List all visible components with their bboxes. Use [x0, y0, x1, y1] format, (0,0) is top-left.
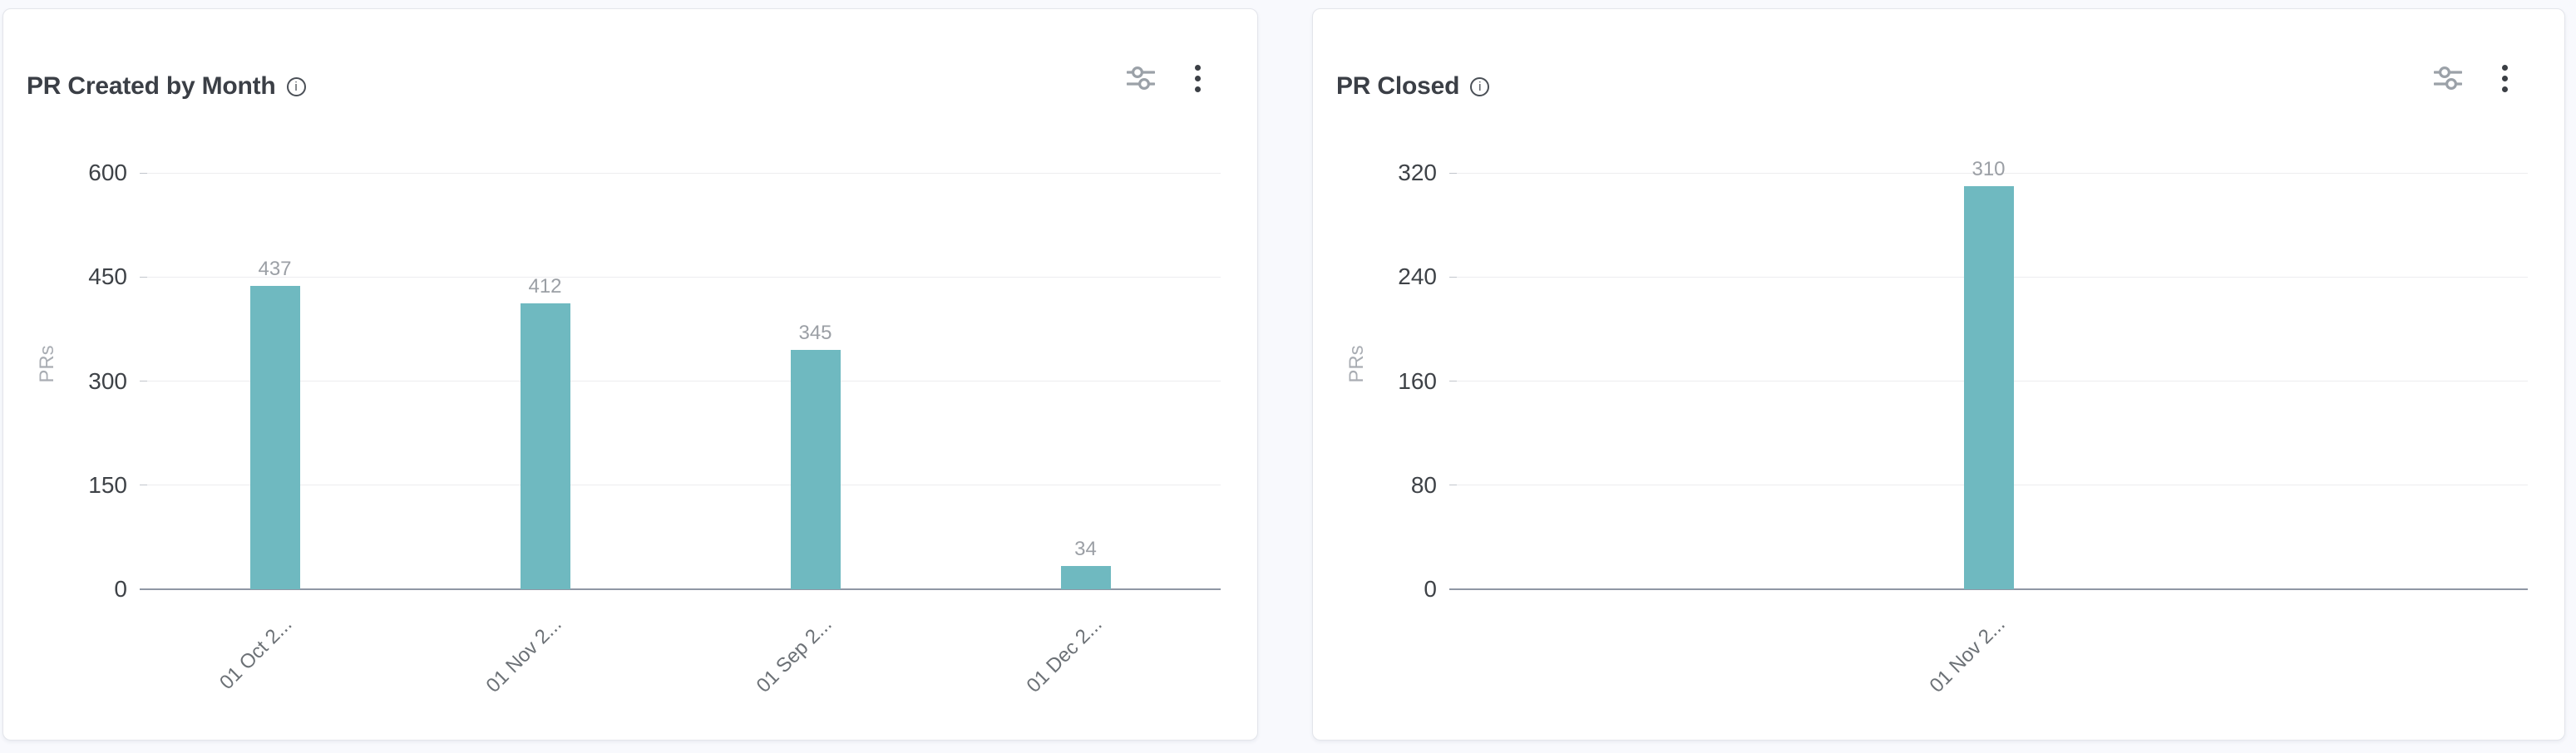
y-grid-line — [1449, 172, 2528, 174]
y-grid-line — [140, 276, 1221, 278]
x-tick-label: 01 Nov 2... — [1926, 613, 2011, 697]
bar-value-label: 310 — [1971, 157, 2006, 180]
info-icon[interactable]: i — [1470, 76, 1490, 96]
chart-title: PR Closed — [1336, 72, 1460, 100]
kebab-dot — [1195, 75, 1201, 81]
more-options-kebab-icon[interactable] — [2497, 63, 2513, 94]
chart-title: PR Created by Month — [27, 72, 276, 100]
bar-value-label: 412 — [528, 274, 562, 298]
bar[interactable] — [520, 303, 570, 589]
y-axis-tick — [1449, 172, 1457, 174]
y-tick-label: 300 — [88, 367, 127, 394]
bar[interactable] — [790, 349, 841, 589]
x-tick-label: 01 Oct 2... — [215, 613, 297, 694]
y-axis-tick — [140, 276, 147, 278]
y-tick-label: 80 — [1410, 471, 1437, 498]
y-axis-tick — [140, 172, 147, 174]
kebab-dot — [2502, 75, 2508, 81]
bar[interactable] — [1060, 565, 1111, 589]
y-axis-tick — [1449, 276, 1457, 278]
sliders-icon-svg — [1127, 66, 1155, 91]
x-axis-line — [1449, 588, 2528, 590]
x-tick-label: 01 Dec 2... — [1023, 613, 1108, 697]
more-options-kebab-icon[interactable] — [1190, 63, 1206, 94]
y-grid-line — [140, 172, 1221, 174]
x-tick-label: 01 Sep 2... — [752, 613, 837, 697]
bar[interactable] — [1963, 185, 2014, 589]
card-header: PR Created by Month i — [27, 72, 306, 101]
info-icon[interactable]: i — [286, 76, 306, 96]
kebab-dot — [2502, 64, 2508, 71]
y-tick-label: 600 — [88, 160, 127, 185]
y-axis-title: PRs — [1345, 345, 1368, 383]
y-tick-label: 0 — [114, 576, 127, 602]
x-tick-label: 01 Nov 2... — [482, 613, 567, 697]
pr-closed-card: PR Closed i 0 80 160 240 320 310 01 Nov 2... PR… — [1312, 8, 2565, 741]
y-tick-label: 160 — [1398, 367, 1437, 394]
kebab-dot — [2502, 86, 2508, 92]
card-actions — [1127, 64, 1206, 92]
filter-sliders-icon[interactable] — [2434, 65, 2462, 91]
y-tick-label: 320 — [1398, 160, 1437, 185]
kebab-dot — [1195, 64, 1201, 71]
x-axis-line — [140, 588, 1221, 590]
filter-sliders-icon[interactable] — [1127, 65, 1155, 91]
bar-chart-pr-closed: 0 80 160 240 320 310 01 Nov 2... PRs — [1313, 9, 2564, 740]
pr-created-by-month-card: PR Created by Month i 0 150 300 450 600 437 01… — [2, 8, 1258, 741]
sliders-icon-svg — [2434, 66, 2462, 91]
y-tick-label: 0 — [1424, 576, 1437, 602]
y-tick-label: 450 — [88, 263, 127, 290]
bar-value-label: 34 — [1074, 537, 1097, 560]
y-tick-label: 240 — [1398, 263, 1437, 290]
bar-chart-pr-created-by-month: 0 150 300 450 600 437 01 Oct 2... 412 01 Nov 2..… — [3, 9, 1257, 740]
bar-value-label: 437 — [258, 258, 292, 281]
y-tick-label: 150 — [88, 471, 127, 498]
kebab-dot — [1195, 86, 1201, 92]
bar[interactable] — [249, 286, 300, 589]
bar-value-label: 345 — [798, 321, 832, 344]
y-axis-title: PRs — [36, 345, 58, 383]
card-header: PR Closed i — [1336, 72, 1490, 101]
card-actions — [2434, 64, 2513, 92]
